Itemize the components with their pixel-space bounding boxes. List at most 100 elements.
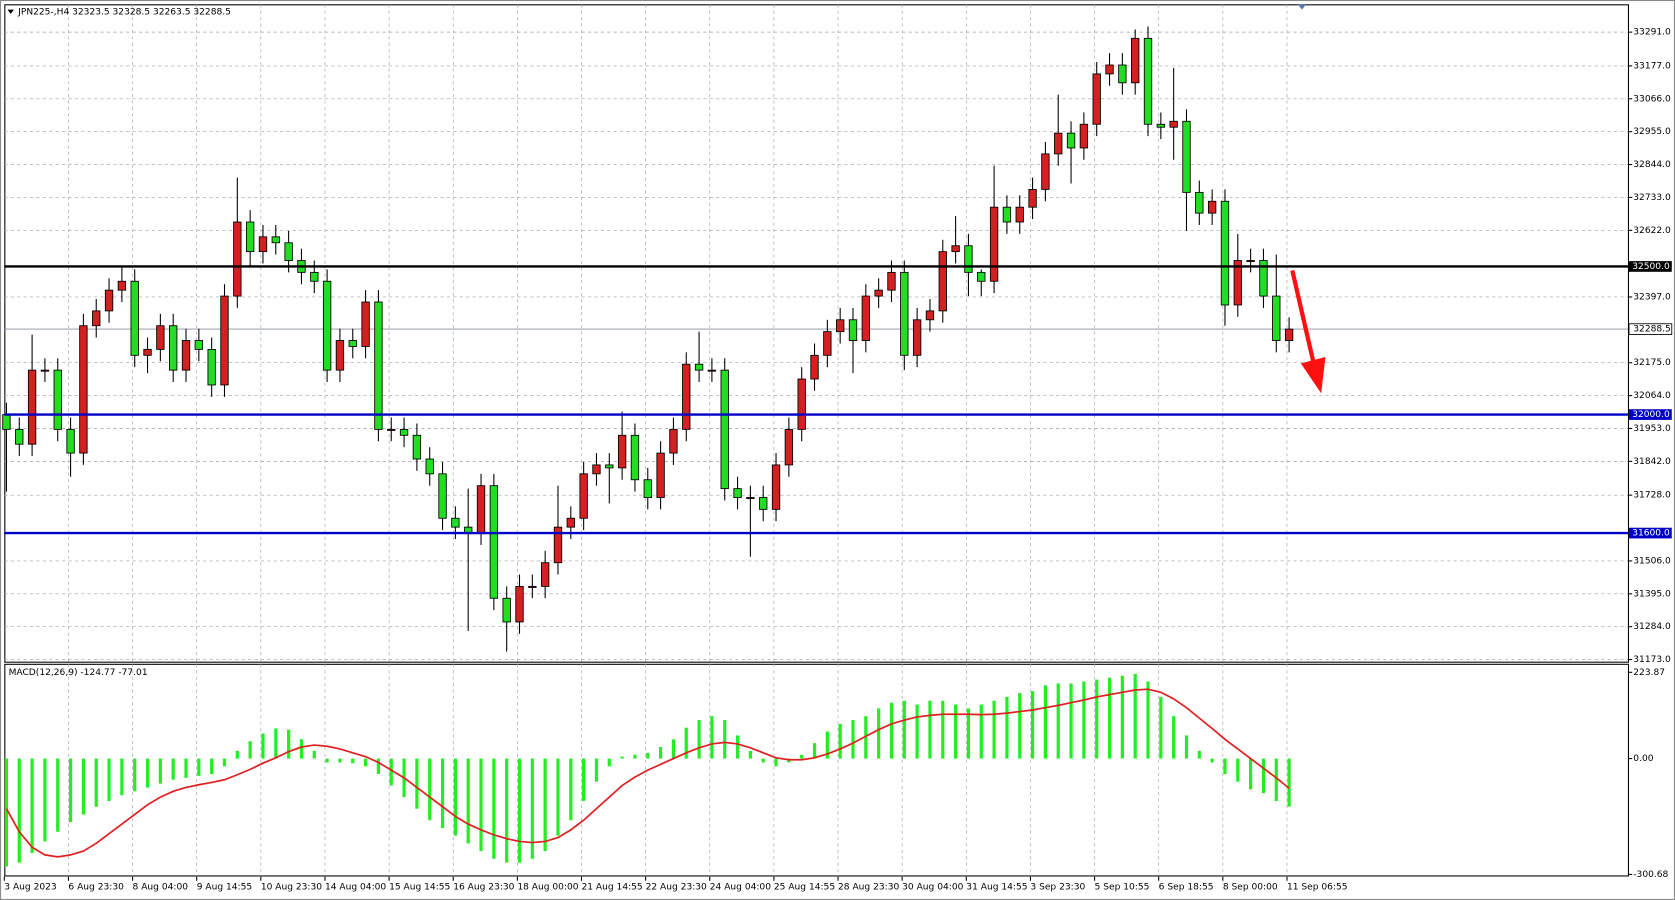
macd-bar [171, 758, 175, 780]
candle-body [964, 245, 973, 273]
candle-body [1079, 123, 1089, 149]
macd-bar [658, 747, 663, 759]
macd-bar [158, 758, 162, 784]
macd-bar [774, 758, 778, 767]
candle-body [66, 428, 75, 454]
candle-body [335, 340, 345, 371]
candle-body [1066, 132, 1076, 149]
macd-bar [197, 758, 201, 776]
macd-bar [389, 758, 393, 786]
candle-body [720, 369, 729, 490]
candle-body [220, 295, 229, 386]
macd-bar [133, 758, 137, 792]
candle-body [1054, 132, 1063, 155]
candle-body [181, 340, 191, 371]
candle-body [143, 348, 152, 356]
macd-bar [56, 758, 60, 832]
y-tick-label: 33177.0 [1633, 61, 1671, 71]
macd-bar [505, 758, 509, 863]
candle-body [1002, 206, 1012, 223]
macd-bar [1120, 675, 1124, 759]
candle-body [1272, 295, 1281, 341]
macd-bar [620, 756, 624, 759]
y-tick-label: 33291.0 [1633, 28, 1671, 38]
candle-body [566, 517, 575, 528]
x-tick-label: 14 Aug 04:00 [325, 883, 386, 893]
macd-bar [543, 758, 547, 852]
macd-bar [723, 720, 727, 759]
macd-bar [812, 743, 817, 759]
x-tick-label: 6 Aug 23:30 [68, 883, 124, 893]
candle-body [630, 434, 640, 481]
candle-body [92, 310, 101, 327]
macd-bar [1056, 683, 1060, 759]
x-tick-label: 3 Sep 23:30 [1030, 883, 1085, 893]
macd-bar [646, 752, 650, 759]
candle-body [374, 301, 383, 430]
candle-body [1028, 188, 1037, 208]
candle-body [861, 295, 870, 341]
macd-bar [607, 758, 611, 767]
macd-bar [1249, 758, 1253, 790]
macd-bar [1159, 696, 1163, 759]
candle-body [746, 497, 755, 500]
candle-body [387, 428, 396, 431]
candle-body [938, 251, 947, 312]
macd-bar [68, 758, 73, 823]
macd-bar [633, 754, 637, 759]
candle-body [79, 325, 88, 454]
candle-body [771, 464, 781, 510]
indicator-title: MACD(12,26,9) -124.77 -77.01 [9, 668, 148, 678]
candle-body [977, 271, 986, 282]
macd-bar [800, 754, 804, 759]
macd-bar [851, 720, 855, 759]
shift-marker [1297, 4, 1307, 10]
macd-bar [1133, 673, 1137, 759]
macd-bar [569, 758, 573, 821]
x-tick-label: 31 Aug 14:55 [966, 883, 1027, 893]
candle-body [1182, 120, 1191, 193]
candle-body [656, 452, 665, 498]
level-label: 32000.0 [1632, 410, 1670, 420]
candle-body [848, 319, 858, 341]
macd-bar [864, 716, 868, 759]
macd-bar [992, 700, 996, 759]
y-tick-label: 31953.0 [1633, 424, 1671, 434]
macd-bar [697, 720, 701, 759]
macd-bar [954, 704, 958, 759]
candle-body [245, 221, 255, 253]
macd-bar [838, 723, 842, 759]
macd-bar [1236, 758, 1240, 782]
macd-bar [274, 728, 278, 759]
candle-body [540, 562, 550, 587]
y-tick-label: 31842.0 [1633, 457, 1671, 467]
macd-bar [966, 708, 971, 759]
y-tick-label: 31395.0 [1633, 589, 1671, 599]
y-tick-label: 32175.0 [1633, 358, 1671, 368]
candle-body [1105, 64, 1114, 75]
macd-bar [1018, 693, 1022, 759]
candle-body [579, 473, 588, 519]
x-tick-label: 25 Aug 14:55 [774, 883, 835, 893]
macd-bar [145, 758, 150, 788]
macd-bar [222, 758, 227, 767]
x-tick-label: 6 Sep 18:55 [1159, 883, 1214, 893]
candle-body [117, 280, 127, 291]
y-tick-label: 31284.0 [1633, 622, 1671, 632]
macd-bar [440, 758, 445, 828]
macd-bar [1172, 716, 1176, 759]
candle-body [1143, 37, 1153, 125]
candle-body [836, 319, 845, 333]
candle-body [271, 236, 280, 244]
macd-bar [466, 758, 470, 844]
candle-body [810, 354, 819, 380]
candle-body [887, 271, 896, 291]
y-tick-label: 32397.0 [1633, 292, 1671, 302]
x-tick-label: 10 Aug 23:30 [261, 883, 322, 893]
candle-body [130, 280, 139, 356]
macd-bar [376, 758, 381, 774]
macd-bar [453, 758, 457, 836]
macd-bar [1184, 735, 1189, 759]
macd-bar [17, 758, 21, 863]
